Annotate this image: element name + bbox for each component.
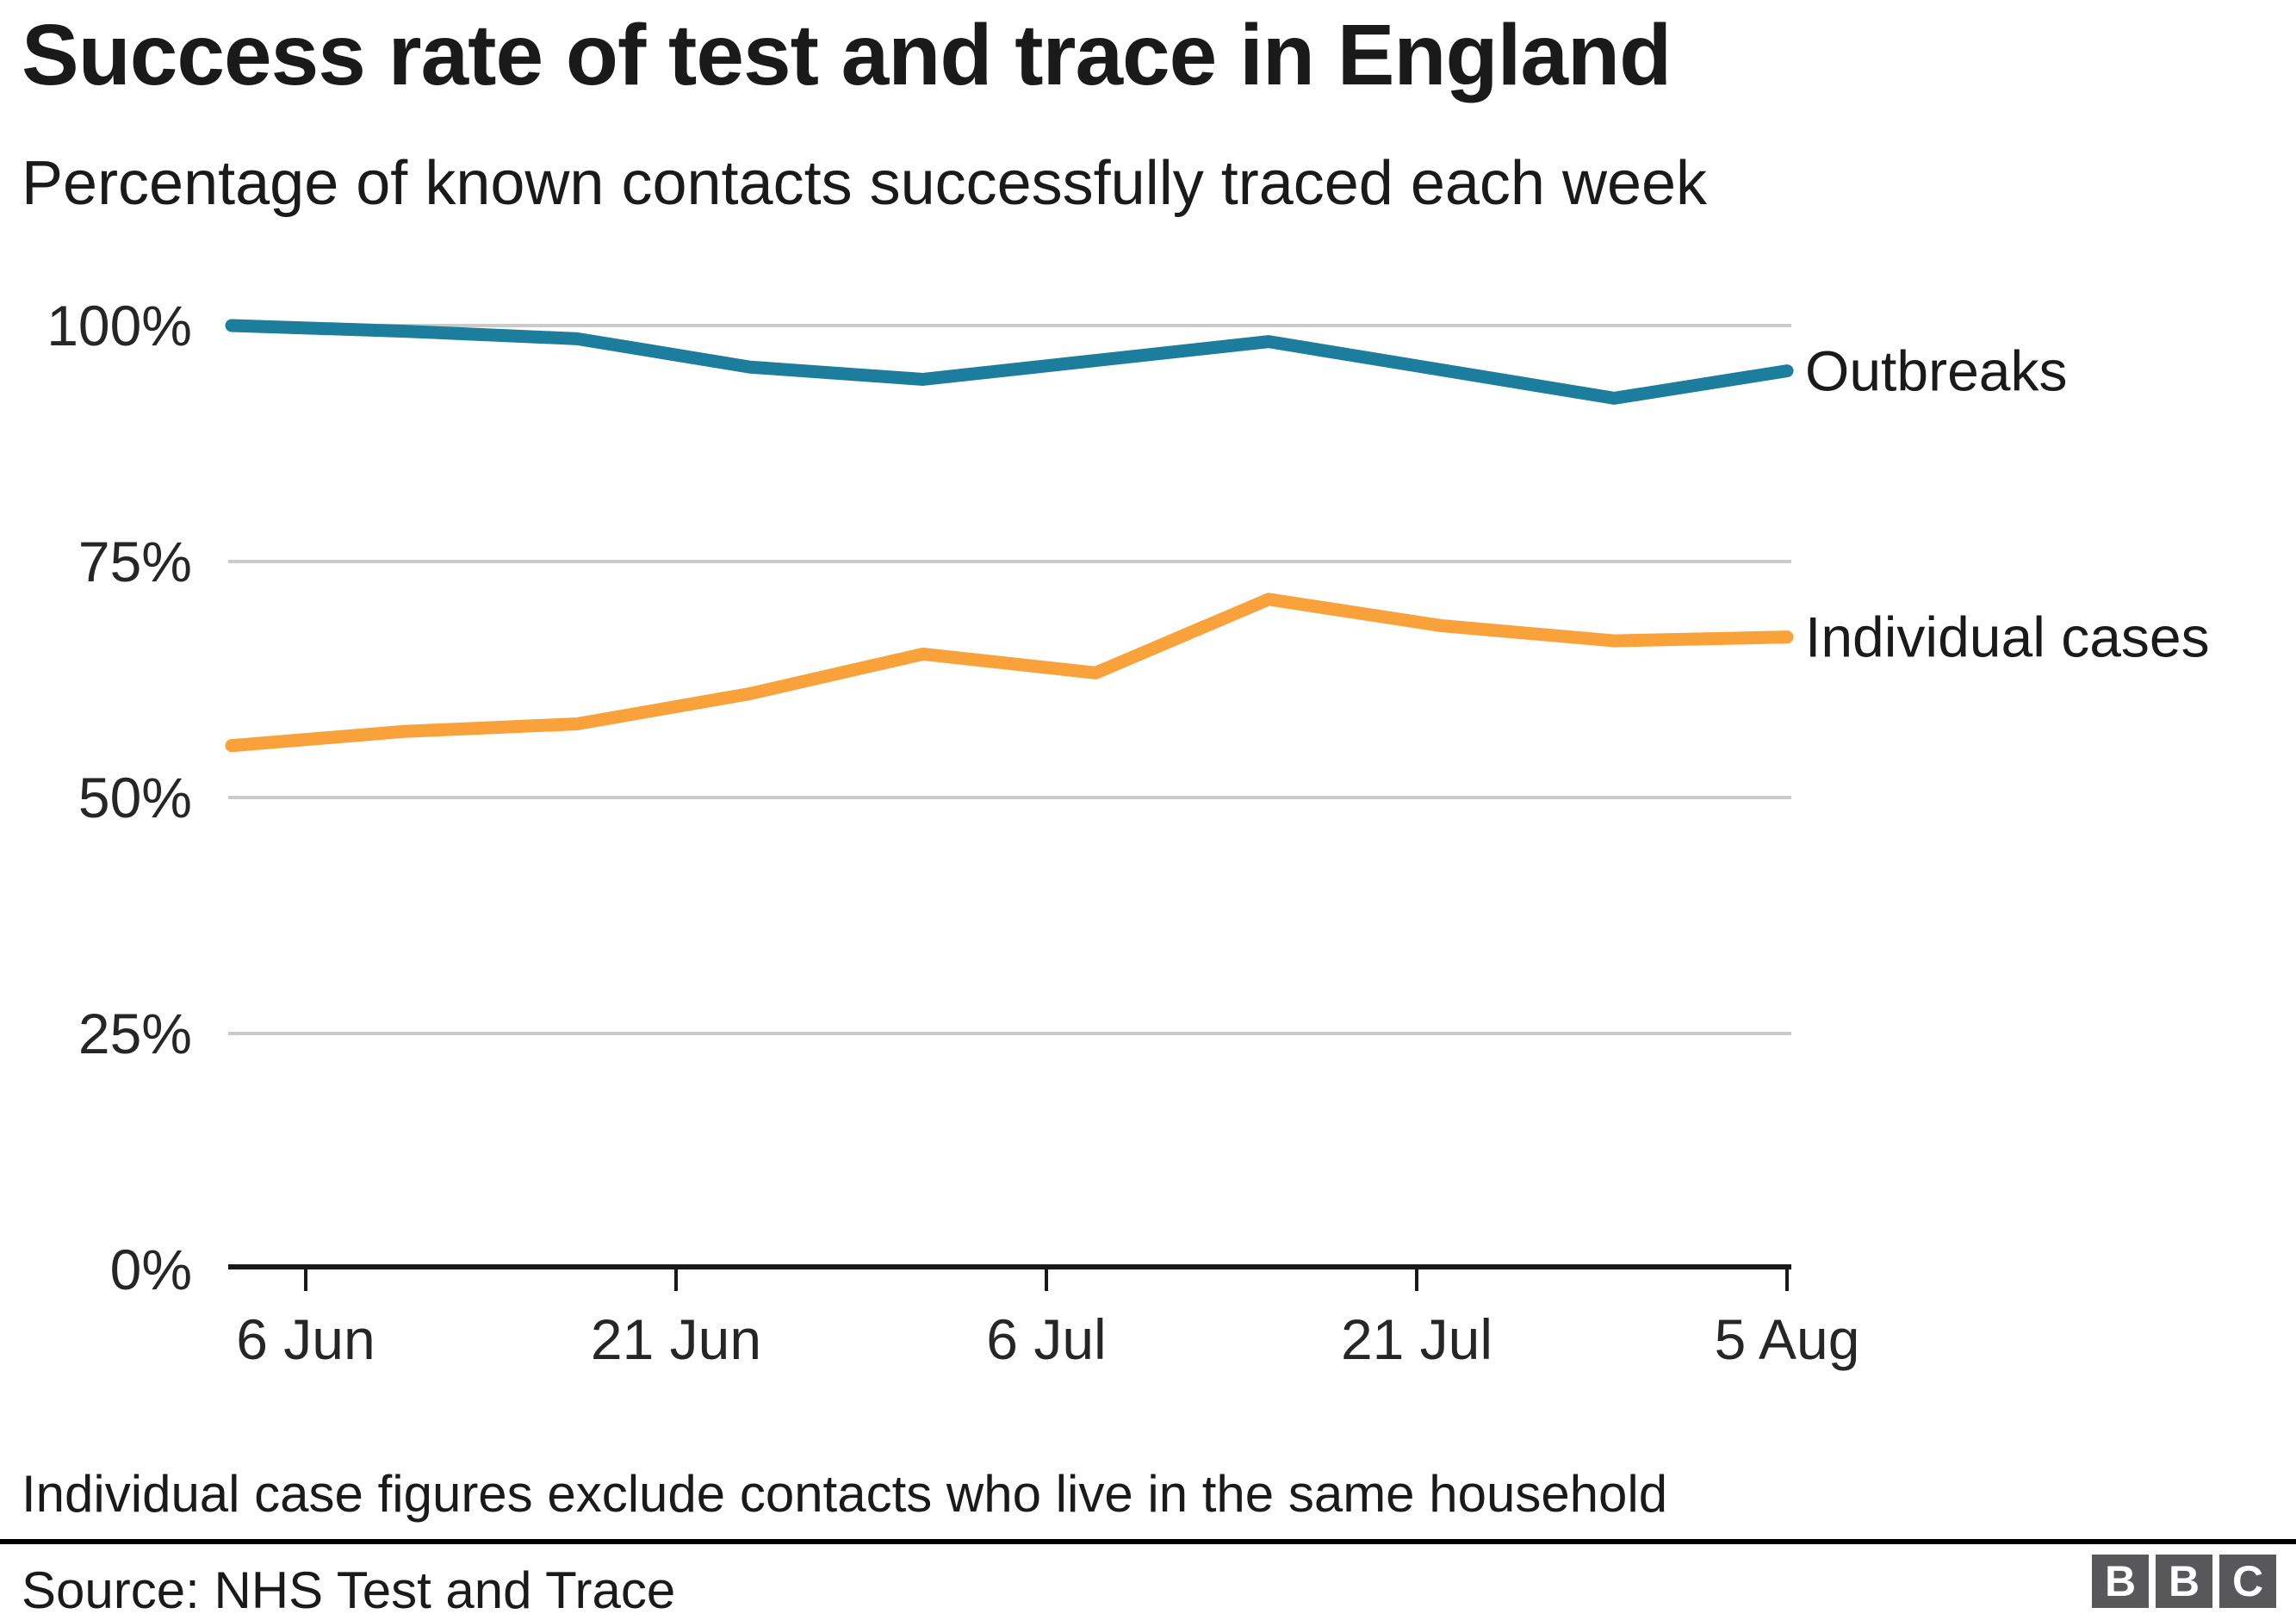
page-subtitle: Percentage of known contacts successfull… <box>22 149 1708 218</box>
y-axis-label: 25% <box>78 1002 192 1065</box>
footer-divider <box>0 1539 2296 1544</box>
y-axis-label: 50% <box>78 766 192 829</box>
y-axis-label: 75% <box>78 530 192 593</box>
x-tick-label: 5 Aug <box>1715 1307 1860 1371</box>
series-line-outbreaks <box>225 319 1794 405</box>
bbc-logo-letter: B <box>2156 1555 2212 1608</box>
page-title: Success rate of test and trace in Englan… <box>22 7 1672 103</box>
bbc-logo: B B C <box>2092 1555 2276 1608</box>
chart-footnote: Individual case figures exclude contacts… <box>22 1465 1668 1523</box>
x-tick-label: 6 Jul <box>986 1307 1106 1371</box>
y-axis-label: 100% <box>47 294 192 357</box>
y-axis-label: 0% <box>110 1238 192 1301</box>
x-tick-label: 21 Jul <box>1341 1307 1492 1371</box>
legend-label-outbreaks: Outbreaks <box>1805 339 2067 403</box>
x-tick-label: 21 Jun <box>591 1307 761 1371</box>
source-label: Source: NHS Test and Trace <box>22 1561 676 1619</box>
legend-label-individual-cases: Individual cases <box>1805 605 2210 669</box>
series-line-individual-cases <box>225 593 1794 753</box>
bbc-logo-letter: C <box>2219 1555 2276 1608</box>
bbc-logo-letter: B <box>2092 1555 2149 1608</box>
x-tick-label: 6 Jun <box>236 1307 375 1371</box>
